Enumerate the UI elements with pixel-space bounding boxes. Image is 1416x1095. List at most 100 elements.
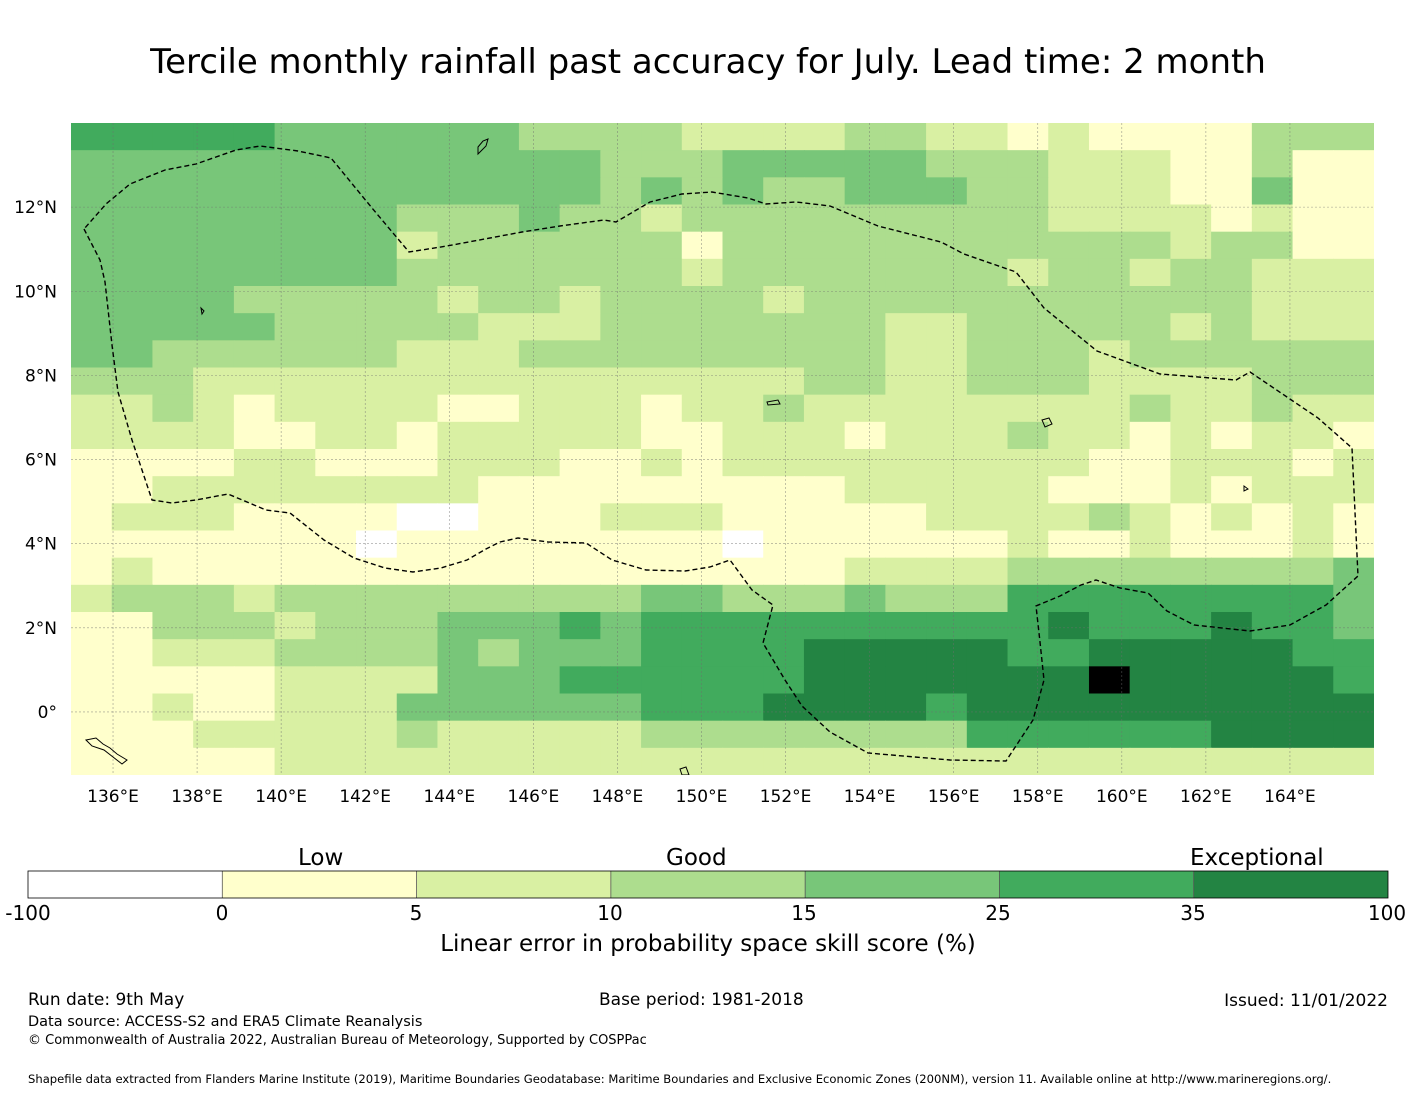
grid-cell [111, 449, 154, 477]
grid-cell [926, 584, 968, 613]
grid-cell [152, 394, 194, 423]
grid-cell [274, 177, 316, 206]
grid-cell [1129, 693, 1172, 722]
grid-cell [478, 286, 520, 314]
grid-cell [233, 449, 276, 477]
grid-cell [641, 476, 683, 504]
grid-cell [437, 720, 479, 749]
grid-cell [722, 177, 764, 206]
grid-cell [926, 639, 968, 667]
latitude-tick-label: 6°N [25, 451, 57, 471]
grid-cell [1292, 693, 1334, 722]
grid-cell [763, 204, 805, 233]
grid-cell [1007, 313, 1049, 341]
grid-cell [274, 150, 316, 178]
grid-cell [1129, 530, 1172, 559]
grid-cell [396, 286, 439, 314]
grid-cell [437, 177, 479, 206]
grid-cell [1170, 530, 1212, 559]
grid-cell [1048, 693, 1090, 722]
grid-cell [356, 421, 398, 450]
grid-cell [885, 204, 927, 233]
grid-cell [763, 666, 805, 695]
grid-cell [518, 394, 561, 423]
grid-cell [926, 449, 968, 477]
grid-cell [1251, 150, 1294, 178]
grid-cell [885, 530, 927, 559]
grid-cell [518, 639, 561, 667]
grid-cell [152, 258, 194, 287]
grid-cell [193, 530, 235, 559]
grid-cell [152, 204, 194, 233]
grid-cell [681, 503, 724, 532]
grid-cell [111, 286, 154, 314]
grid-cell [559, 340, 601, 369]
grid-cell [315, 584, 357, 613]
grid-cell [1292, 476, 1334, 504]
grid-cell [1251, 231, 1294, 260]
grid-cell [1007, 421, 1049, 450]
grid-cell [396, 693, 439, 722]
grid-cell [926, 286, 968, 314]
grid-cell [641, 231, 683, 260]
grid-cell [356, 584, 398, 613]
grid-cell [1251, 394, 1294, 423]
grid-cell [966, 123, 1009, 151]
grid-cell [763, 123, 805, 151]
grid-cell [1333, 557, 1374, 586]
grid-cell [1007, 449, 1049, 477]
grid-cell [478, 530, 520, 559]
grid-cell [926, 476, 968, 504]
grid-cell [356, 720, 398, 749]
grid-cell [274, 557, 316, 586]
grid-cell [1129, 720, 1172, 749]
grid-cell [356, 340, 398, 369]
grid-cell [1170, 367, 1212, 396]
grid-cell [1251, 476, 1294, 504]
grid-cell [1211, 693, 1253, 722]
grid-cell [356, 503, 398, 532]
grid-cell [111, 639, 154, 667]
grid-cell [315, 313, 357, 341]
grid-cell [1251, 313, 1294, 341]
grid-cell [1007, 204, 1049, 233]
grid-cell [396, 639, 439, 667]
grid-cell [1129, 340, 1172, 369]
longitude-tick-label: 148°E [592, 787, 644, 807]
grid-cell [1007, 258, 1049, 287]
grid-cell [844, 530, 886, 559]
grid-cell [1048, 747, 1090, 775]
grid-cell [356, 693, 398, 722]
grid-cell [233, 340, 276, 369]
grid-cell [1211, 367, 1253, 396]
grid-cell [1211, 313, 1253, 341]
grid-cell [1088, 476, 1131, 504]
grid-cell [396, 421, 439, 450]
grid-cell [315, 693, 357, 722]
grid-cell [641, 394, 683, 423]
grid-cell [1251, 612, 1294, 640]
grid-cell [966, 367, 1009, 396]
grid-cell [600, 530, 642, 559]
grid-cell [885, 421, 927, 450]
grid-cell [844, 150, 886, 178]
grid-cell [518, 557, 561, 586]
grid-cell [885, 639, 927, 667]
grid-cell [681, 720, 724, 749]
grid-cell [1048, 720, 1090, 749]
grid-cell [274, 421, 316, 450]
grid-cell [396, 394, 439, 423]
grid-cell [1048, 231, 1090, 260]
grid-cell [193, 584, 235, 613]
grid-cell [315, 340, 357, 369]
grid-cell [926, 666, 968, 695]
grid-cell [152, 286, 194, 314]
grid-cell [803, 421, 846, 450]
grid-cell [600, 639, 642, 667]
grid-cell [233, 666, 276, 695]
grid-cell [71, 204, 113, 233]
grid-cell [152, 150, 194, 178]
grid-cell [722, 503, 764, 532]
grid-cell [396, 612, 439, 640]
grid-cell [478, 313, 520, 341]
